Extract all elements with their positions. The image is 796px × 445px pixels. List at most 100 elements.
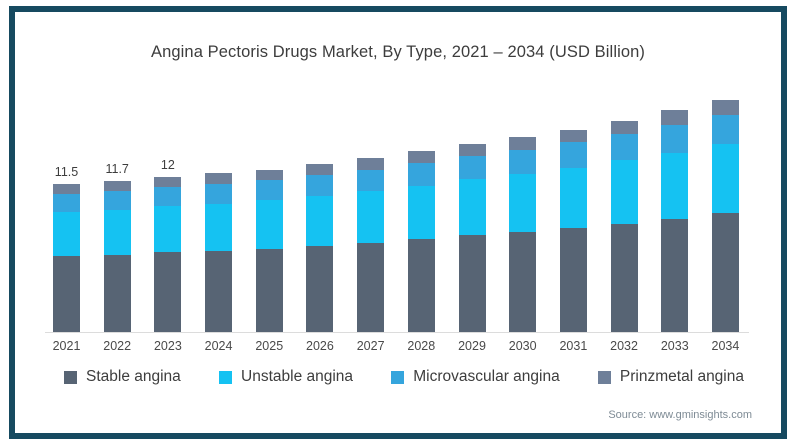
bar-segment-stable-angina-2023 [154, 252, 182, 332]
bar-segment-unstable-angina-2027 [357, 191, 385, 243]
bar-segment-prinzmetal-angina-2032 [610, 120, 638, 135]
bar-segment-stable-angina-2029 [458, 235, 486, 332]
x-tick-label: 2023 [153, 339, 182, 353]
x-tick-2028: 2028 [407, 339, 436, 353]
x-tick-label: 2030 [508, 339, 537, 353]
legend-item-stable-angina: Stable angina [64, 368, 181, 386]
x-tick-label: 2032 [610, 339, 638, 353]
x-tick-label: 2026 [306, 339, 334, 353]
source-note: Source: www.gminsights.com [608, 409, 752, 421]
bar-2021: 11.5 [53, 165, 80, 332]
legend-label: Stable angina [86, 368, 181, 385]
legend-swatch-icon [64, 370, 77, 384]
bar-segment-stable-angina-2034 [711, 212, 739, 332]
bar-2024 [205, 173, 233, 332]
bar-segment-unstable-angina-2028 [407, 185, 435, 240]
bar-segment-stable-angina-2033 [661, 218, 689, 332]
x-tick-2033: 2033 [660, 339, 689, 353]
x-tick-2022: 2022 [103, 339, 132, 353]
bar-2029 [458, 143, 486, 332]
bar-segment-prinzmetal-angina-2034 [711, 99, 739, 116]
bar-segment-prinzmetal-angina-2025 [255, 169, 283, 180]
x-tick-2024: 2024 [205, 339, 233, 353]
bar-2023: 12 [154, 158, 182, 332]
legend-swatch-icon [219, 370, 233, 384]
bar-segment-microvascular-angina-2031 [559, 142, 587, 168]
bar-segment-prinzmetal-angina-2033 [661, 110, 689, 126]
bar-segment-microvascular-angina-2025 [255, 179, 283, 201]
bar-value-label-2022: 11.7 [105, 162, 129, 177]
bar-segment-stable-angina-2028 [407, 239, 435, 332]
x-tick-label: 2028 [407, 339, 436, 353]
bar-segment-microvascular-angina-2024 [205, 183, 233, 204]
bar-segment-prinzmetal-angina-2031 [559, 129, 587, 143]
bar-segment-microvascular-angina-2022 [103, 190, 131, 210]
bar-segment-prinzmetal-angina-2030 [509, 137, 537, 151]
x-tick-2025: 2025 [255, 339, 284, 353]
x-axis-labels: 2021 2022 2023 2024 2025 2026 2027 2028 2029 2030… [53, 339, 740, 353]
bar-segment-stable-angina-2031 [559, 228, 587, 332]
x-tick-2034: 2034 [712, 339, 740, 353]
legend-label: Unstable angina [241, 368, 354, 385]
bar-2031 [559, 129, 587, 332]
bar-2033 [661, 110, 689, 332]
bar-2027 [357, 157, 385, 332]
x-axis-line [45, 332, 749, 333]
x-tick-label: 2022 [103, 339, 132, 353]
bars: 11.5 11.7 12 [53, 82, 739, 332]
bar-segment-stable-angina-2027 [357, 243, 385, 332]
x-tick-label: 2029 [458, 339, 486, 353]
bar-segment-unstable-angina-2029 [458, 179, 486, 236]
bar-segment-unstable-angina-2030 [509, 173, 537, 232]
legend-item-prinzmetal-angina: Prinzmetal angina [597, 368, 744, 386]
bar-segment-prinzmetal-angina-2022 [103, 181, 131, 191]
x-tick-2032: 2032 [610, 339, 638, 353]
legend: Stable angina Unstable angina Microvascula… [64, 368, 744, 386]
bar-segment-prinzmetal-angina-2023 [154, 177, 182, 187]
bar-segment-unstable-angina-2022 [103, 209, 131, 255]
bar-segment-stable-angina-2024 [205, 250, 233, 332]
x-tick-2030: 2030 [508, 339, 537, 353]
legend-item-unstable-angina: Unstable angina [219, 368, 353, 386]
bar-segment-microvascular-angina-2028 [407, 163, 435, 186]
bar-segment-microvascular-angina-2032 [610, 134, 638, 161]
bar-segment-prinzmetal-angina-2021 [53, 183, 80, 194]
bar-segment-microvascular-angina-2027 [357, 169, 385, 192]
x-tick-label: 2027 [356, 339, 385, 353]
x-tick-label: 2031 [559, 339, 588, 353]
bar-segment-microvascular-angina-2021 [53, 193, 80, 213]
bar-segment-microvascular-angina-2023 [154, 186, 182, 207]
bar-segment-unstable-angina-2031 [559, 167, 587, 229]
bar-segment-stable-angina-2026 [306, 246, 334, 332]
x-tick-label: 2025 [255, 339, 284, 353]
bar-segment-unstable-angina-2025 [255, 200, 283, 249]
bar-segment-microvascular-angina-2030 [509, 150, 537, 174]
chart-title: Angina Pectoris Drugs Market, By Type, 2… [151, 43, 645, 61]
bar-segment-stable-angina-2030 [509, 232, 537, 332]
x-tick-2021: 2021 [53, 339, 81, 353]
bar-value-label-2021: 11.5 [54, 164, 79, 179]
bar-segment-unstable-angina-2034 [711, 143, 739, 213]
bar-segment-stable-angina-2025 [255, 248, 283, 332]
x-tick-2029: 2029 [458, 339, 486, 353]
bar-2026 [306, 164, 334, 332]
bar-segment-microvascular-angina-2033 [661, 125, 689, 153]
x-tick-2031: 2031 [559, 339, 588, 353]
bar-segment-prinzmetal-angina-2024 [205, 173, 233, 184]
bar-2025 [255, 169, 283, 332]
bar-segment-unstable-angina-2023 [154, 206, 182, 252]
bar-segment-unstable-angina-2021 [53, 212, 80, 256]
x-tick-2027: 2027 [356, 339, 385, 353]
x-tick-2023: 2023 [153, 339, 182, 353]
x-tick-label: 2033 [660, 339, 689, 353]
bar-segment-stable-angina-2022 [103, 254, 131, 332]
bar-segment-microvascular-angina-2029 [458, 155, 486, 180]
bar-segment-prinzmetal-angina-2029 [458, 143, 486, 156]
bar-segment-unstable-angina-2032 [610, 160, 638, 224]
bar-2022: 11.7 [103, 162, 131, 332]
bar-segment-stable-angina-2021 [53, 255, 80, 332]
x-tick-2026: 2026 [306, 339, 334, 353]
bar-segment-unstable-angina-2033 [661, 152, 689, 219]
bar-segment-microvascular-angina-2026 [306, 175, 334, 196]
